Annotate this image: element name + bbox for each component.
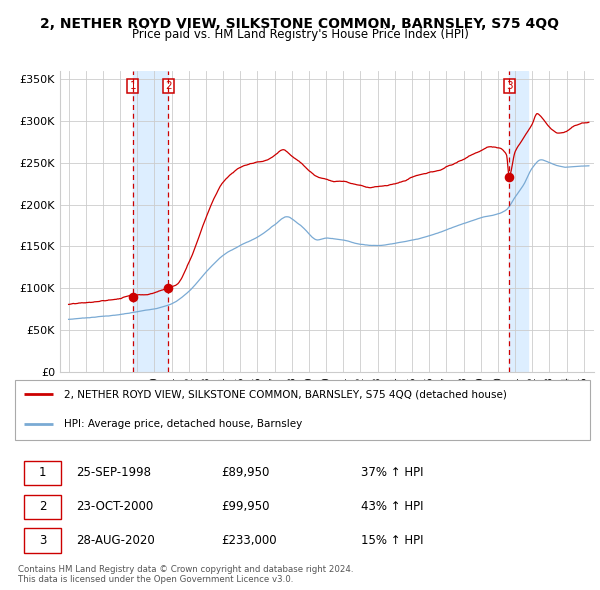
Text: £89,950: £89,950 — [221, 466, 270, 479]
Bar — [509, 71, 528, 372]
Text: 25-SEP-1998: 25-SEP-1998 — [76, 466, 151, 479]
Text: 1: 1 — [130, 81, 136, 91]
Text: 3: 3 — [506, 81, 512, 91]
Text: 2: 2 — [39, 500, 46, 513]
Text: 3: 3 — [39, 534, 46, 547]
Point — [164, 283, 173, 293]
Point — [128, 292, 137, 301]
Bar — [133, 71, 169, 372]
FancyBboxPatch shape — [23, 461, 61, 485]
Text: £99,950: £99,950 — [221, 500, 270, 513]
Text: Contains HM Land Registry data © Crown copyright and database right 2024.
This d: Contains HM Land Registry data © Crown c… — [18, 565, 353, 584]
Text: 2, NETHER ROYD VIEW, SILKSTONE COMMON, BARNSLEY, S75 4QQ: 2, NETHER ROYD VIEW, SILKSTONE COMMON, B… — [41, 17, 560, 31]
Text: Price paid vs. HM Land Registry's House Price Index (HPI): Price paid vs. HM Land Registry's House … — [131, 28, 469, 41]
Text: 1: 1 — [39, 466, 46, 479]
Point — [505, 172, 514, 182]
Text: £233,000: £233,000 — [221, 534, 277, 547]
Text: 23-OCT-2000: 23-OCT-2000 — [76, 500, 153, 513]
Text: 37% ↑ HPI: 37% ↑ HPI — [361, 466, 424, 479]
Text: 15% ↑ HPI: 15% ↑ HPI — [361, 534, 424, 547]
Text: HPI: Average price, detached house, Barnsley: HPI: Average price, detached house, Barn… — [64, 419, 302, 430]
Text: 28-AUG-2020: 28-AUG-2020 — [76, 534, 155, 547]
FancyBboxPatch shape — [23, 529, 61, 553]
FancyBboxPatch shape — [15, 380, 590, 440]
FancyBboxPatch shape — [23, 494, 61, 519]
Text: 2, NETHER ROYD VIEW, SILKSTONE COMMON, BARNSLEY, S75 4QQ (detached house): 2, NETHER ROYD VIEW, SILKSTONE COMMON, B… — [64, 389, 507, 399]
Text: 43% ↑ HPI: 43% ↑ HPI — [361, 500, 424, 513]
Text: 2: 2 — [165, 81, 172, 91]
